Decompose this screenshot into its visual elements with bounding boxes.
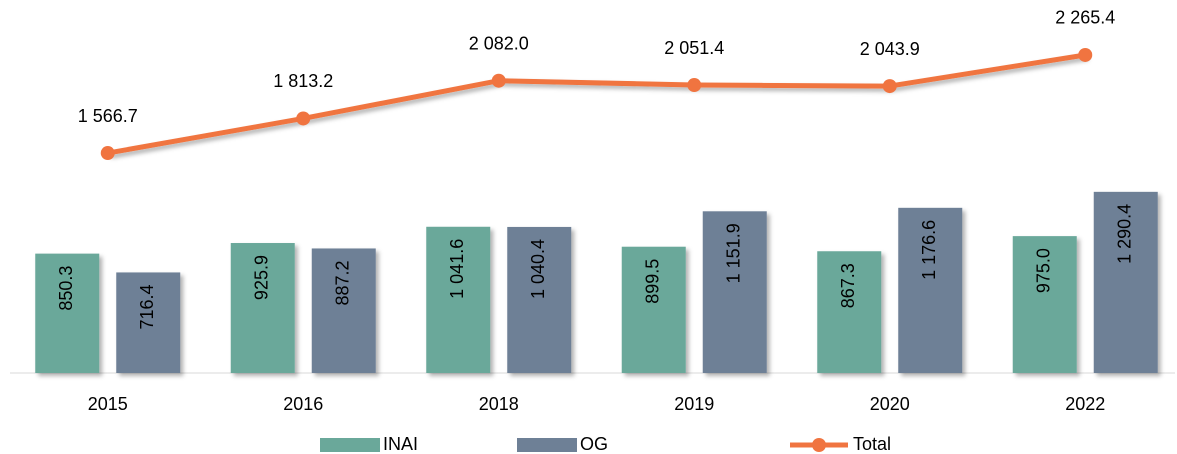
bar-value-label: 1 040.4 [528, 239, 548, 299]
legend-label: Total [853, 434, 891, 454]
x-tick-label: 2018 [479, 394, 519, 414]
bar-value-label: 1 041.6 [447, 239, 467, 299]
bar [702, 211, 767, 373]
bar-value-label: 1 176.6 [919, 220, 939, 280]
line-marker [491, 73, 506, 88]
bar [507, 226, 572, 373]
bar [621, 246, 686, 373]
bar [230, 243, 295, 373]
legend-swatch [320, 438, 380, 452]
bar-value-label: 887.2 [333, 260, 353, 305]
bar [311, 248, 376, 373]
bar [116, 272, 181, 373]
x-tick-label: 2016 [283, 394, 323, 414]
bar-value-label: 850.3 [56, 266, 76, 311]
line-marker [1078, 47, 1093, 62]
line-marker [100, 146, 115, 161]
bar [817, 251, 882, 373]
line-value-label: 1 566.7 [78, 106, 138, 126]
legend-swatch [812, 438, 826, 452]
line-marker [296, 111, 311, 126]
legend-label: OG [580, 434, 608, 454]
line-value-label: 2 051.4 [664, 38, 724, 58]
line-value-label: 2 043.9 [860, 39, 920, 59]
bar-value-label: 1 151.9 [724, 223, 744, 283]
bar-value-label: 1 290.4 [1115, 204, 1135, 264]
line-marker [687, 78, 702, 93]
x-tick-label: 2015 [88, 394, 128, 414]
legend-swatch [517, 438, 577, 452]
bar [35, 253, 100, 373]
x-tick-label: 2022 [1065, 394, 1105, 414]
line-value-label: 2 082.0 [469, 33, 529, 53]
bar [426, 226, 491, 373]
bar [898, 207, 963, 373]
bar [1012, 236, 1077, 373]
line-value-label: 2 265.4 [1055, 8, 1115, 28]
legend-label: INAI [383, 434, 418, 454]
line [107, 52, 1086, 156]
bar-value-label: 867.3 [838, 263, 858, 308]
line-marker [882, 79, 897, 94]
bar-value-label: 716.4 [137, 284, 157, 329]
bar-value-label: 925.9 [252, 255, 272, 300]
x-tick-label: 2020 [870, 394, 910, 414]
line-value-label: 1 813.2 [273, 71, 333, 91]
bar-value-label: 975.0 [1034, 248, 1054, 293]
x-tick-label: 2019 [674, 394, 714, 414]
bar-value-label: 899.5 [643, 259, 663, 304]
bar [1093, 191, 1158, 373]
